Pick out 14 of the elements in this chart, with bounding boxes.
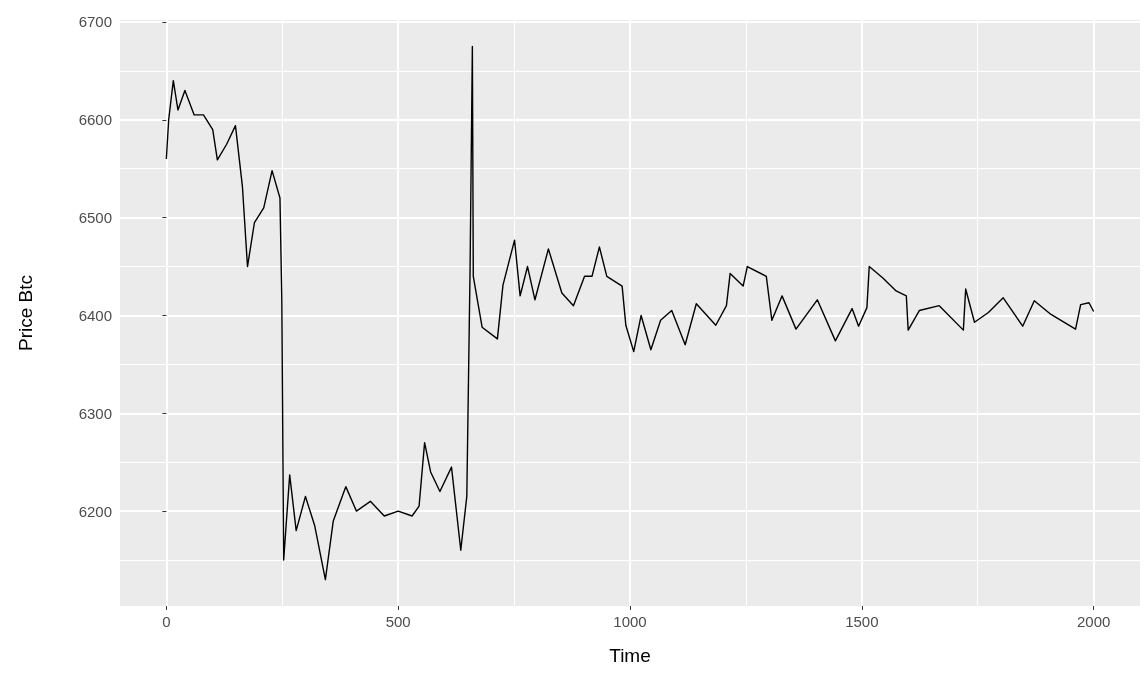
x-tick-label: 1500 xyxy=(845,613,879,630)
y-axis-title: Price Btc xyxy=(15,274,36,352)
x-axis-title: Time xyxy=(609,645,651,666)
x-tick-label: 1000 xyxy=(613,613,647,630)
x-tick-label: 0 xyxy=(162,613,171,630)
y-tick-label: 6700 xyxy=(78,13,112,31)
line-series xyxy=(165,45,1095,581)
y-tick-label: 6500 xyxy=(78,209,112,227)
y-tick-label: 6300 xyxy=(78,404,112,422)
y-tick-label: 6200 xyxy=(78,502,112,520)
y-tick-label: 6600 xyxy=(78,111,112,129)
y-tick-label: 6400 xyxy=(78,306,112,324)
x-tick-label: 500 xyxy=(385,613,411,630)
x-tick-label: 2000 xyxy=(1076,613,1111,630)
